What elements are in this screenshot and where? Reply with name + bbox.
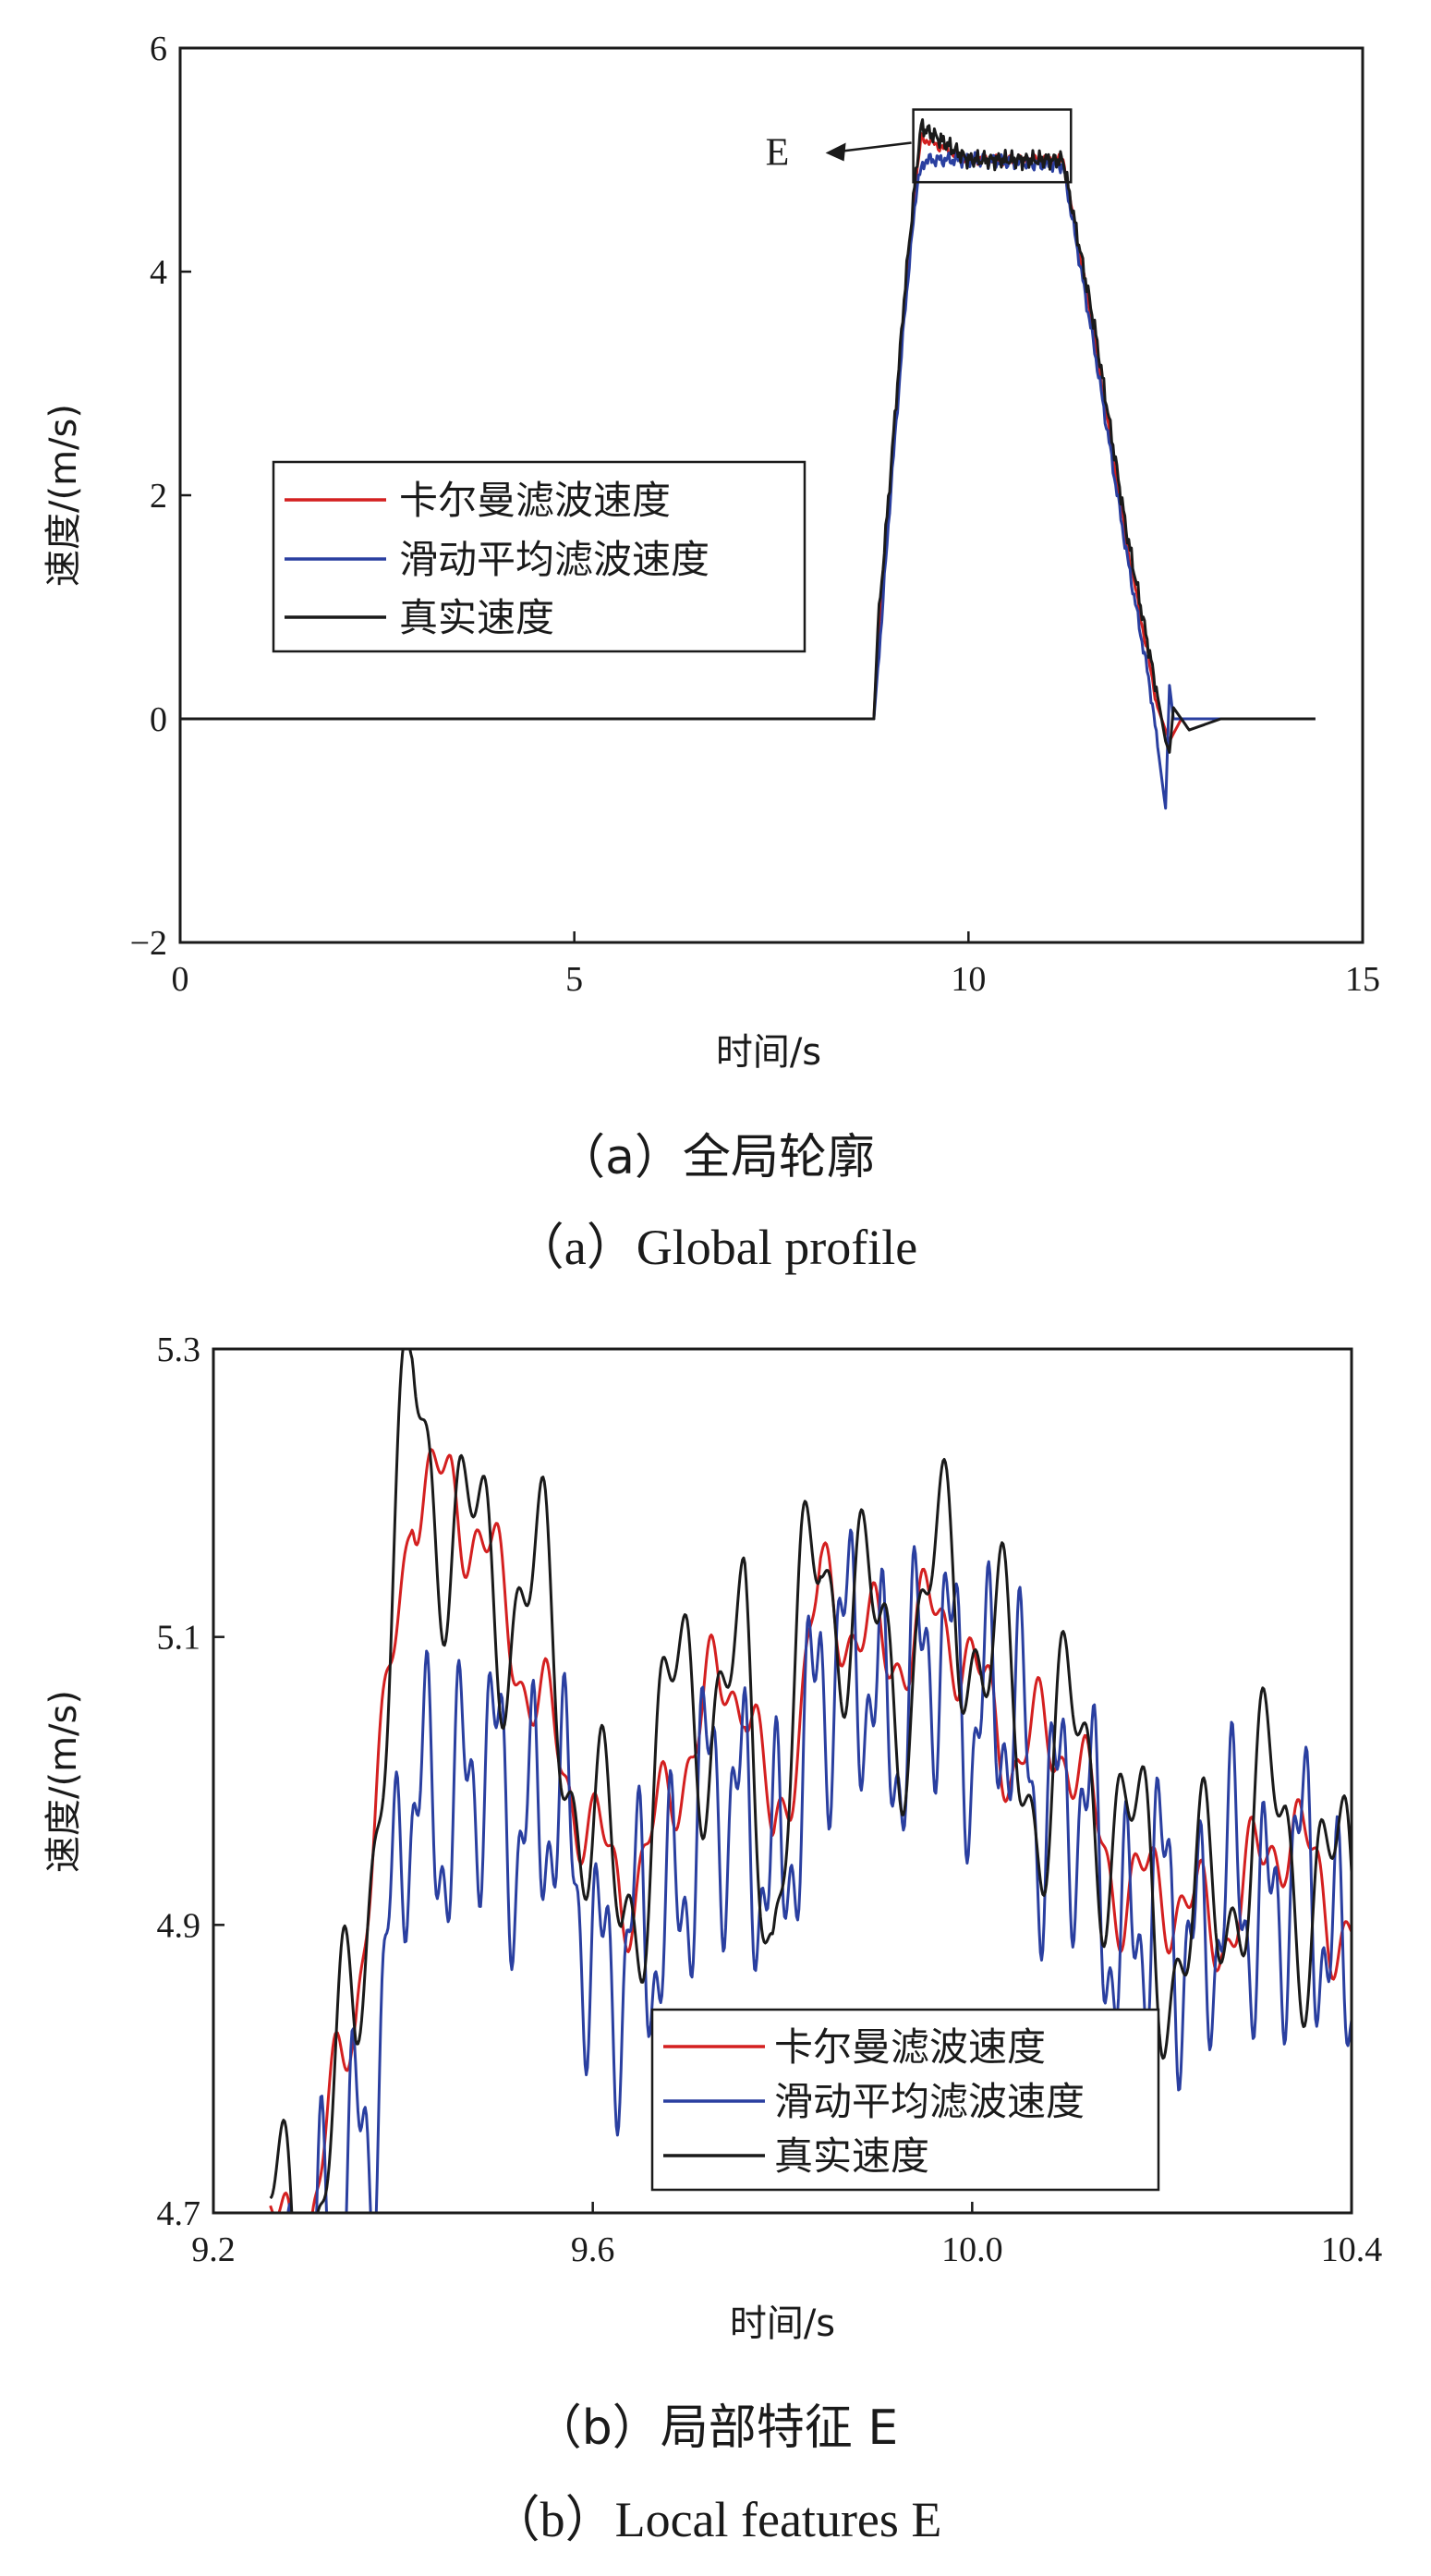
chart-b-caption-cn: （b）局部特征 E <box>534 2400 898 2456</box>
x-tick-label: 0 <box>172 960 189 999</box>
x-tick-label: 10.0 <box>941 2230 1003 2269</box>
chart-a-annotation-e: E <box>766 108 1073 184</box>
legend-label-kalman: 卡尔曼滤波速度 <box>774 2024 1046 2070</box>
legend-label-true: 真实速度 <box>399 595 554 640</box>
series-line-true <box>179 118 1316 754</box>
y-tick-label: 5.3 <box>157 1331 201 1369</box>
chart-b-plot-frame <box>212 1347 1353 2215</box>
y-tick-label: −2 <box>130 924 167 963</box>
legend-label-true: 真实速度 <box>774 2133 929 2179</box>
x-tick-label: 10.4 <box>1321 2230 1383 2269</box>
chart-a-caption-en: （a）Global profile <box>515 1220 917 1275</box>
y-tick-label: 2 <box>150 477 167 516</box>
y-tick-label: 4.7 <box>157 2194 201 2233</box>
chart-b-xlabel: 时间/s <box>730 2303 835 2345</box>
annotation-arrow-head <box>825 142 846 162</box>
y-tick-label: 4 <box>150 253 167 292</box>
chart-b-local-features: 9.2 9.6 10.0 10.4 4.7 4.9 5.1 5.3 卡尔曼滤波速度 滑动平均滤… <box>42 1331 1382 2547</box>
x-tick-label: 5 <box>565 960 583 999</box>
legend-label-kalman: 卡尔曼滤波速度 <box>399 478 671 523</box>
annotation-box-e <box>912 108 1073 184</box>
legend-label-moving-avg: 滑动平均滤波速度 <box>774 2079 1085 2124</box>
y-tick-label: 4.9 <box>157 1906 201 1945</box>
chart-b-series <box>269 1349 1352 2213</box>
chart-a-legend-box <box>272 460 806 653</box>
series-line-true <box>269 1349 1352 2213</box>
annotation-label-e: E <box>766 132 790 175</box>
chart-b-caption-en: （b）Local features E <box>491 2492 942 2547</box>
x-tick-label: 10 <box>951 960 986 999</box>
chart-a-legend: 卡尔曼滤波速度 滑动平均滤波速度 真实速度 <box>272 460 806 653</box>
series-line-moving-avg <box>286 1528 1352 2213</box>
y-tick-label: 6 <box>150 30 167 68</box>
x-tick-label: 9.2 <box>191 2230 236 2269</box>
chart-a-caption-cn: （a）全局轮廓 <box>557 1130 875 1185</box>
legend-label-moving-avg: 滑动平均滤波速度 <box>399 537 709 582</box>
chart-a-series <box>179 118 1316 810</box>
chart-b-legend: 卡尔曼滤波速度 滑动平均滤波速度 真实速度 <box>650 2008 1160 2192</box>
x-tick-label: 15 <box>1345 960 1380 999</box>
chart-a-xlabel: 时间/s <box>716 1031 821 1074</box>
chart-b-ylabel: 速度/(m/s) <box>42 1690 85 1873</box>
annotation-arrow <box>834 141 912 153</box>
x-tick-label: 9.6 <box>571 2230 615 2269</box>
chart-a-ylabel: 速度/(m/s) <box>42 404 85 587</box>
y-tick-label: 0 <box>150 700 167 739</box>
y-tick-label: 5.1 <box>157 1619 201 1658</box>
